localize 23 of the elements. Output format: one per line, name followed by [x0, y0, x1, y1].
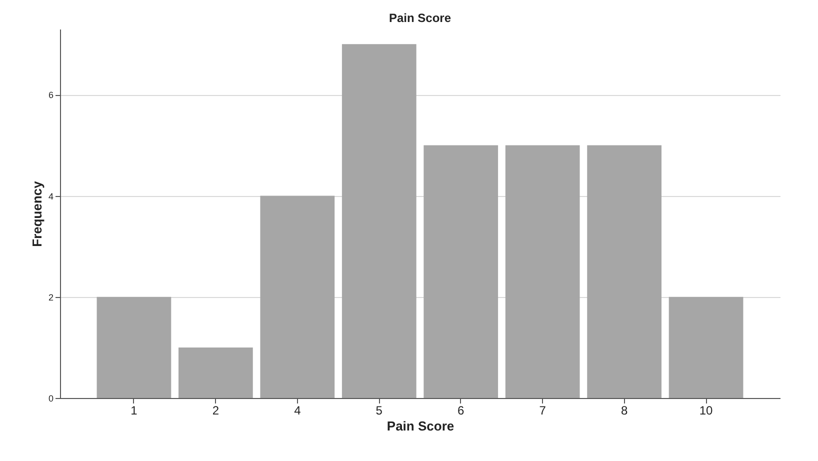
bar	[260, 196, 335, 398]
y-axis-title: Frequency	[29, 180, 44, 247]
x-tick-label: 10	[699, 404, 714, 418]
y-tick-label: 6	[48, 90, 54, 100]
bar	[668, 296, 744, 398]
x-tick-label: 6	[458, 404, 465, 418]
x-tick-label: 4	[294, 404, 302, 418]
x-tick-label: 7	[539, 404, 546, 418]
y-tick-label: 0	[48, 394, 54, 404]
x-tick-label: 8	[620, 404, 628, 418]
bar	[96, 296, 172, 398]
bar	[424, 145, 498, 398]
bar	[587, 145, 662, 398]
bar	[342, 44, 416, 398]
x-tick-label: 2	[212, 404, 220, 418]
chart-title: Pain Score	[388, 11, 452, 25]
y-tick-label: 4	[48, 191, 54, 202]
y-tick-label: 2	[48, 292, 54, 302]
bar	[178, 347, 253, 398]
bar	[505, 145, 580, 398]
x-tick-label: 5	[376, 404, 383, 418]
x-axis-title: Pain Score	[386, 418, 454, 434]
x-tick-label: 1	[130, 404, 138, 418]
